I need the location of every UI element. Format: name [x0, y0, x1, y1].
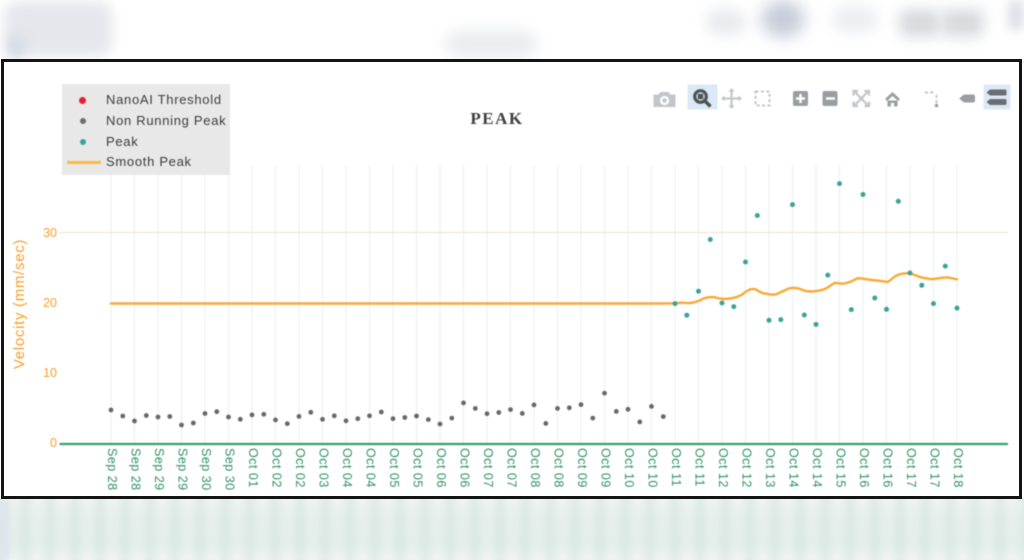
svg-text:Oct 11: Oct 11	[693, 448, 707, 487]
svg-text:Oct 01: Oct 01	[246, 448, 260, 488]
svg-text:Oct 08: Oct 08	[552, 448, 566, 488]
svg-text:Oct 09: Oct 09	[575, 448, 589, 488]
svg-text:Oct 02: Oct 02	[270, 448, 284, 488]
svg-text:Oct 07: Oct 07	[481, 448, 495, 488]
svg-text:Oct 12: Oct 12	[740, 448, 754, 488]
svg-text:Oct 10: Oct 10	[622, 448, 636, 488]
svg-text:Oct 18: Oct 18	[951, 448, 965, 488]
svg-text:Sep 28: Sep 28	[105, 448, 119, 491]
svg-text:Oct 09: Oct 09	[599, 448, 613, 488]
svg-text:Oct 12: Oct 12	[716, 448, 730, 488]
svg-text:Oct 10: Oct 10	[646, 448, 660, 488]
svg-text:0: 0	[50, 436, 57, 450]
svg-text:Oct 16: Oct 16	[857, 448, 871, 488]
svg-text:20: 20	[43, 296, 57, 310]
svg-text:Sep 28: Sep 28	[129, 448, 143, 491]
svg-text:Oct 14: Oct 14	[787, 448, 801, 488]
svg-text:Sep 29: Sep 29	[152, 448, 166, 491]
svg-text:Oct 04: Oct 04	[340, 448, 354, 488]
svg-text:Oct 02: Oct 02	[293, 448, 307, 488]
svg-text:Oct 05: Oct 05	[411, 448, 425, 488]
svg-text:Sep 29: Sep 29	[176, 448, 190, 491]
svg-text:Oct 06: Oct 06	[458, 448, 472, 488]
svg-text:Oct 17: Oct 17	[904, 448, 918, 488]
svg-text:Oct 05: Oct 05	[387, 448, 401, 488]
svg-text:Oct 15: Oct 15	[834, 448, 848, 488]
svg-text:Oct 04: Oct 04	[364, 448, 378, 488]
svg-text:Oct 14: Oct 14	[810, 448, 824, 488]
svg-text:Oct 03: Oct 03	[317, 448, 331, 488]
svg-text:Oct 08: Oct 08	[528, 448, 542, 488]
svg-text:Oct 13: Oct 13	[763, 448, 777, 488]
svg-text:10: 10	[43, 366, 57, 380]
svg-text:Oct 16: Oct 16	[881, 448, 895, 488]
svg-text:Oct 11: Oct 11	[669, 448, 683, 487]
svg-text:Oct 17: Oct 17	[928, 448, 942, 488]
svg-text:Oct 06: Oct 06	[434, 448, 448, 488]
svg-text:30: 30	[43, 226, 57, 240]
svg-text:Sep 30: Sep 30	[199, 448, 213, 491]
svg-text:Velocity (mm/sec): Velocity (mm/sec)	[11, 239, 28, 369]
svg-text:Oct 07: Oct 07	[505, 448, 519, 488]
svg-text:Sep 30: Sep 30	[223, 448, 237, 491]
